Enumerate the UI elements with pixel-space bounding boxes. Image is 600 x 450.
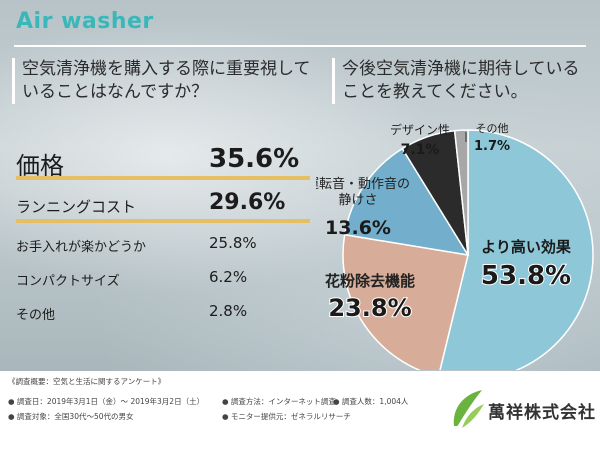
ranking-label: ランニングコスト [16,198,137,216]
slice-label: 花粉除去機能 [325,272,415,290]
company-logo: 萬祥株式会社 [448,386,595,432]
slice-label: より高い効果 [481,238,572,256]
footer [0,371,600,450]
ranking-value: 2.8% [209,302,248,320]
page-title: Air washer [16,9,154,34]
pie-slice [453,129,469,256]
ranking-row: コンパクトサイズ 6.2% [16,268,316,290]
slice-value-label: 23.8% [328,294,411,322]
slice-value-label: 53.8% [481,261,571,291]
survey-count: ● 調査人数：1,004人 [333,397,409,406]
question-right: 今後空気清浄機に期待していることを教えてください。 [332,58,594,104]
pie-slice [343,147,470,257]
title-divider [14,45,586,47]
ranking-value: 29.6% [209,190,286,215]
ranking-value: 6.2% [209,268,248,286]
ranking-label: 価格 [16,152,64,180]
survey-target: ● 調査対象：全国30代〜50代の男女 [8,412,134,421]
leaf-icon [453,390,484,431]
slice-value-label: 7.1% [401,142,440,158]
pie-slice [439,129,594,370]
company-name: 萬祥株式会社 [488,403,596,423]
survey-heading: 《調査概要：空気と生活に関するアンケート》 [8,377,166,386]
highlight-bar [16,176,310,180]
survey-period: ● 調査日：2019年3月1日（金）〜 2019年3月2日（土） [8,397,205,406]
ranking-row: お手入れが楽かどうか 25.8% [16,234,316,256]
slice-value-label: 1.7% [474,139,510,154]
ranking-value: 35.6% [209,144,300,174]
highlight-bar [16,219,310,223]
slice-label: 静けさ [338,193,377,208]
ranking-label: コンパクトサイズ [16,274,120,289]
pie-slice [342,233,469,370]
slice-label: デザイン性 [390,122,450,137]
ranking-value: 25.8% [209,234,257,252]
survey-method: ● 調査方法：インターネット調査 [222,397,336,406]
slice-label: 運転音・動作音の [316,176,410,192]
question-left: 空気清浄機を購入する際に重要視していることはなんですか？ [12,58,320,104]
ranking-row: 価格 35.6% [16,144,316,180]
slice-label: その他 [476,122,509,135]
ranking-row: その他 2.8% [16,302,316,324]
survey-provider: ● モニター提供元：ゼネラルリサーチ [222,412,351,421]
ranking-label: その他 [16,308,56,323]
ranking-label: お手入れが楽かどうか [16,240,147,255]
ranking-row: ランニングコスト 29.6% [16,190,316,223]
slice-value-label: 13.6% [325,217,391,239]
